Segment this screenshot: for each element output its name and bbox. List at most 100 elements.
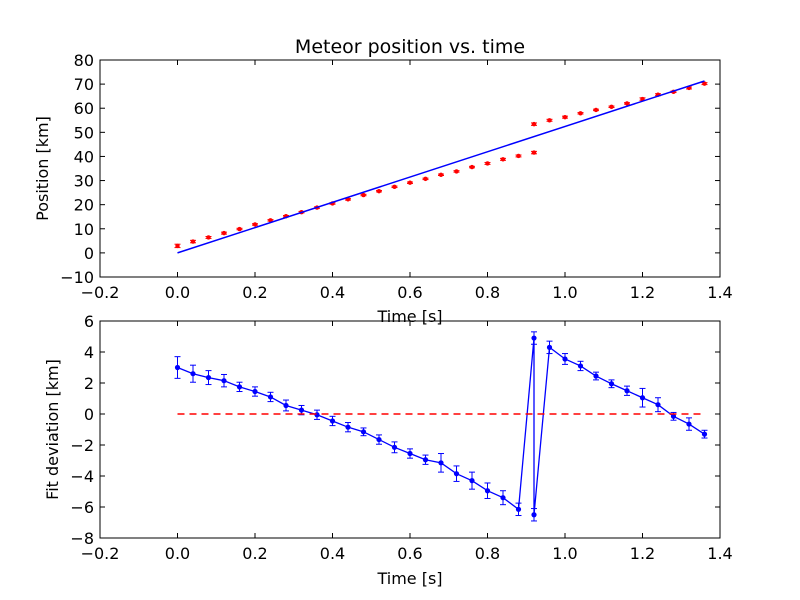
deviation-point [484, 488, 491, 494]
deviation-point [360, 429, 367, 435]
position-point [578, 111, 583, 116]
position-xtick-label: 1.2 [630, 283, 655, 302]
position-point [175, 243, 180, 249]
deviation-xtick-label: 0.2 [242, 544, 267, 563]
position-point [702, 81, 707, 86]
deviation-point [686, 421, 692, 427]
position-point [190, 239, 196, 244]
position-xtick-label: 0.6 [397, 283, 422, 302]
deviation-point [174, 364, 181, 371]
deviation-point [298, 407, 305, 413]
deviation-point [624, 388, 630, 394]
position-point [423, 176, 428, 182]
deviation-point [577, 363, 584, 369]
deviation-point [422, 457, 429, 463]
deviation-point [608, 381, 615, 387]
deviation-plot: −0.2 0.0 0.2 0.4 0.6 0.8 1.0 1.2 1.4 −8 −6 −4 −2 0 2 4 6… [43, 312, 733, 588]
position-point [531, 121, 537, 127]
position-ytick-label: −10 [60, 268, 94, 287]
deviation-point [500, 495, 506, 501]
deviation-point [531, 335, 537, 341]
deviation-point [531, 512, 537, 518]
position-ytick-label: 60 [74, 99, 94, 118]
position-ytick-label: 0 [84, 244, 94, 263]
deviation-xtick-label: 0.6 [397, 544, 422, 563]
deviation-ytick-label: −2 [70, 436, 94, 455]
position-xtick-label: 1.0 [552, 283, 577, 302]
deviation-ytick-label: −8 [70, 529, 94, 548]
position-point [206, 235, 211, 240]
deviation-point [469, 478, 475, 484]
deviation-point [562, 356, 568, 362]
position-xtick-label: 0.2 [242, 283, 267, 302]
deviation-point [515, 506, 522, 512]
deviation-point [546, 344, 553, 350]
deviation-point [453, 471, 460, 477]
deviation-point [190, 371, 196, 377]
deviation-point [391, 444, 398, 450]
deviation-xtick-label: 0.8 [475, 544, 500, 563]
position-xtick-label: −0.2 [81, 283, 120, 302]
deviation-xtick-label: 1.4 [707, 544, 732, 563]
position-ytick-label: 70 [74, 75, 94, 94]
deviation-point [252, 388, 258, 395]
position-point [438, 172, 444, 177]
position-xtick-label: 1.4 [707, 283, 732, 302]
position-point [624, 101, 630, 106]
position-ytick-label: 40 [74, 147, 94, 166]
deviation-plot-data [174, 331, 708, 522]
fit-line [177, 80, 705, 254]
deviation-ytick-label: −6 [70, 498, 94, 517]
chart-title: Meteor position vs. time [295, 36, 525, 58]
deviation-plot-ylabel: Fit deviation [km] [43, 359, 62, 500]
position-point [407, 180, 413, 185]
deviation-xtick-label: −0.2 [81, 544, 120, 563]
position-xtick-label: 0.0 [165, 283, 190, 302]
deviation-ytick-label: −4 [70, 467, 94, 486]
deviation-point [438, 460, 444, 466]
deviation-point [376, 436, 382, 443]
deviation-point [267, 394, 274, 400]
position-point [252, 222, 258, 227]
deviation-xtick-label: 1.2 [630, 544, 655, 563]
deviation-ytick-label: 2 [84, 374, 94, 393]
position-point [376, 188, 382, 194]
deviation-ytick-label: 6 [84, 312, 94, 331]
position-xtick-label: 0.4 [320, 283, 345, 302]
deviation-ytick-label: 0 [84, 405, 94, 424]
position-point [392, 184, 397, 190]
position-point [485, 161, 490, 166]
deviation-xtick-label: 1.0 [552, 544, 577, 563]
position-point [562, 114, 568, 120]
position-plot: Meteor position vs. time −0.2 0.0 0.2 0.4 0.… [33, 36, 733, 326]
deviation-point [670, 413, 677, 419]
deviation-ytick-label: 4 [84, 343, 94, 362]
deviation-xtick-label: 0.4 [320, 544, 345, 563]
deviation-point [205, 374, 212, 381]
deviation-plot-xlabel: Time [s] [376, 569, 442, 588]
position-point [237, 226, 242, 232]
deviation-plot-ticks: −0.2 0.0 0.2 0.4 0.6 0.8 1.0 1.2 1.4 −8 −6 −4 −2 0 2 4 6 [70, 312, 732, 563]
deviation-point [639, 395, 646, 401]
deviation-xtick-label: 0.0 [165, 544, 190, 563]
position-ytick-label: 10 [74, 220, 94, 239]
position-point [500, 157, 506, 162]
position-plot-ylabel: Position [km] [33, 116, 52, 221]
position-xtick-label: 0.8 [475, 283, 500, 302]
deviation-point [701, 431, 708, 437]
deviation-point [593, 373, 599, 379]
deviation-point [655, 402, 661, 408]
deviation-series-line [177, 337, 705, 515]
position-point [469, 164, 475, 170]
position-plot-data [174, 80, 708, 254]
deviation-point [314, 412, 320, 418]
position-point [609, 104, 614, 109]
deviation-point [236, 384, 243, 390]
deviation-point [345, 424, 351, 430]
position-ytick-label: 30 [74, 172, 94, 191]
position-ytick-label: 50 [74, 123, 94, 142]
deviation-point [407, 450, 413, 457]
position-plot-ticks: −0.2 0.0 0.2 0.4 0.6 0.8 1.0 1.2 1.4 −10 0 10 20 30 40… [60, 51, 732, 302]
position-point [593, 107, 599, 113]
